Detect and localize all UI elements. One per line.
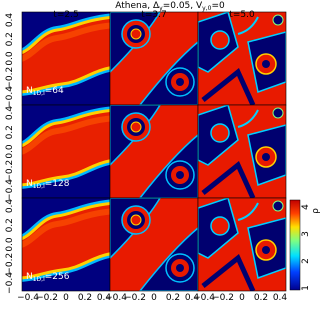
panel xyxy=(109,197,199,292)
colorbar-label: ρ xyxy=(311,208,321,214)
panel-field xyxy=(110,12,198,105)
panel-field xyxy=(198,198,286,291)
x-tick-label: 0.4 xyxy=(97,293,112,303)
row-value: =128 xyxy=(45,179,70,189)
row-subscript: 1D,l xyxy=(33,90,45,97)
row-label: N1D,l=256 xyxy=(26,272,70,283)
colorbar-tick-label: 3 xyxy=(301,231,311,237)
column-label: t=3.7 xyxy=(141,10,166,20)
y-tick-label: −0.2 xyxy=(5,253,15,275)
panel-frame xyxy=(197,197,287,292)
colorbar-tick-label: 4 xyxy=(301,204,311,210)
panel xyxy=(197,104,287,199)
y-tick-label: −0.2 xyxy=(5,67,15,89)
y-tick-label: 0.2 xyxy=(5,218,15,232)
x-tick-label: −0.2 xyxy=(124,293,146,303)
title: Athena, Δy=0.05, Vy,0=0 xyxy=(115,1,225,12)
row-value: =256 xyxy=(45,272,70,282)
colorbar-tick-label: 2 xyxy=(301,258,311,264)
row-value: =64 xyxy=(45,86,64,96)
y-tick-label: 0.4 xyxy=(5,13,15,28)
column-label: t=2.5 xyxy=(53,10,78,20)
y-tick-label: −0.4 xyxy=(5,272,15,294)
x-tick-label: −0.4 xyxy=(105,293,127,303)
panel xyxy=(109,104,199,199)
x-tick-label: −0.4 xyxy=(17,293,39,303)
y-tick-label: 0.0 xyxy=(5,51,15,66)
panel-image xyxy=(110,12,198,105)
x-tick-label: 0 xyxy=(151,293,157,303)
panel-image xyxy=(198,12,286,105)
x-tick-label: 0.4 xyxy=(185,293,200,303)
x-tick-label: 0 xyxy=(239,293,245,303)
x-tick-label: −0.4 xyxy=(193,293,215,303)
panel xyxy=(109,11,199,106)
panel-image xyxy=(198,198,286,291)
panel xyxy=(197,197,287,292)
column-label: t=5.0 xyxy=(229,10,255,20)
x-tick-label: −0.2 xyxy=(212,293,234,303)
panel-field xyxy=(110,105,198,198)
row-label: N1D,l=128 xyxy=(26,179,70,190)
row-symbol: N xyxy=(26,272,33,282)
panel-image xyxy=(110,198,198,291)
y-tick-label: 0.4 xyxy=(5,106,15,121)
y-tick-label: −0.4 xyxy=(5,86,15,108)
x-tick-label: 0.2 xyxy=(78,293,92,303)
y-tick-label: 0.2 xyxy=(5,32,15,46)
x-tick-label: 0.2 xyxy=(254,293,268,303)
y-tick-label: 0.4 xyxy=(5,199,15,214)
panel xyxy=(197,11,287,106)
y-tick-label: 0.0 xyxy=(5,144,15,159)
x-tick-label: 0.4 xyxy=(273,293,288,303)
x-tick-label: 0.2 xyxy=(166,293,180,303)
y-tick-label: 0.2 xyxy=(5,125,15,139)
panel-image xyxy=(198,105,286,198)
colorbar-tick-label: 1 xyxy=(301,285,311,291)
row-symbol: N xyxy=(26,86,33,96)
x-tick-label: 0 xyxy=(63,293,69,303)
row-symbol: N xyxy=(26,179,33,189)
panel-field xyxy=(198,105,286,198)
x-tick-label: −0.2 xyxy=(36,293,58,303)
y-tick-label: 0.0 xyxy=(5,237,15,252)
colorbar xyxy=(289,199,301,291)
panel-field xyxy=(110,198,198,291)
panel-field xyxy=(198,12,286,105)
panel-image xyxy=(110,105,198,198)
row-label: N1D,l=64 xyxy=(26,86,64,97)
row-subscript: 1D,l xyxy=(33,183,45,190)
y-tick-label: −0.2 xyxy=(5,160,15,182)
row-subscript: 1D,l xyxy=(33,276,45,283)
panels xyxy=(21,11,287,292)
y-tick-label: −0.4 xyxy=(5,179,15,201)
